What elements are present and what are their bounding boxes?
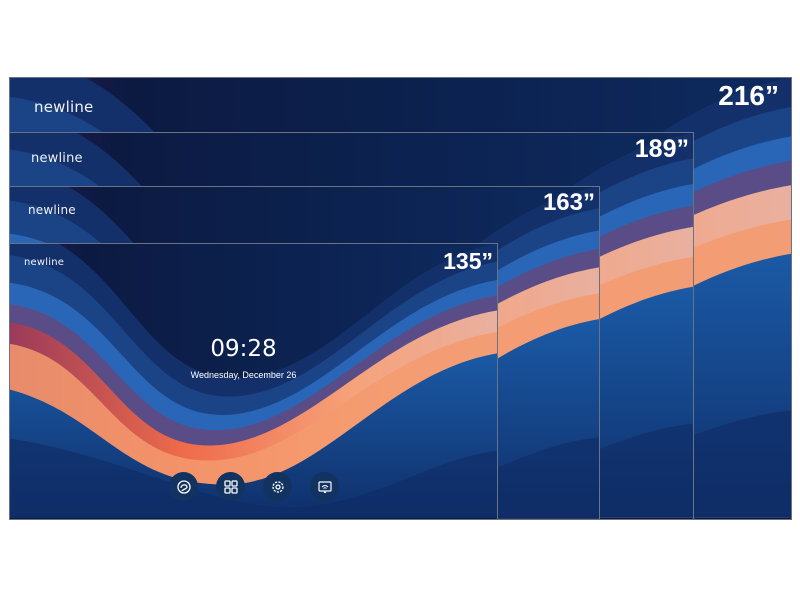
screen-cast-button[interactable] <box>310 472 339 501</box>
brand-logo: newline <box>34 98 94 116</box>
brand-logo: newline <box>28 203 76 217</box>
brand-logo: newline <box>31 151 83 166</box>
brand-logo: newline <box>24 257 65 268</box>
screen-cast-icon <box>317 480 332 493</box>
size-label: 189” <box>634 135 689 163</box>
apps-button[interactable] <box>216 472 245 501</box>
clock-time: 09:28 <box>210 336 277 362</box>
settings-button[interactable] <box>263 472 292 501</box>
whiteboard-button[interactable] <box>169 472 198 501</box>
clock-date: Wednesday, December 26 <box>190 370 297 380</box>
size-label: 216” <box>718 80 779 111</box>
size-label: 135” <box>443 248 493 274</box>
settings-gear-icon <box>271 480 284 493</box>
size-label: 163” <box>542 189 595 216</box>
whiteboard-icon <box>176 479 191 494</box>
home-dock <box>169 472 339 501</box>
display-135: newline 135” 09:28 Wednesday, December 2… <box>9 243 498 520</box>
apps-grid-icon <box>223 479 238 494</box>
